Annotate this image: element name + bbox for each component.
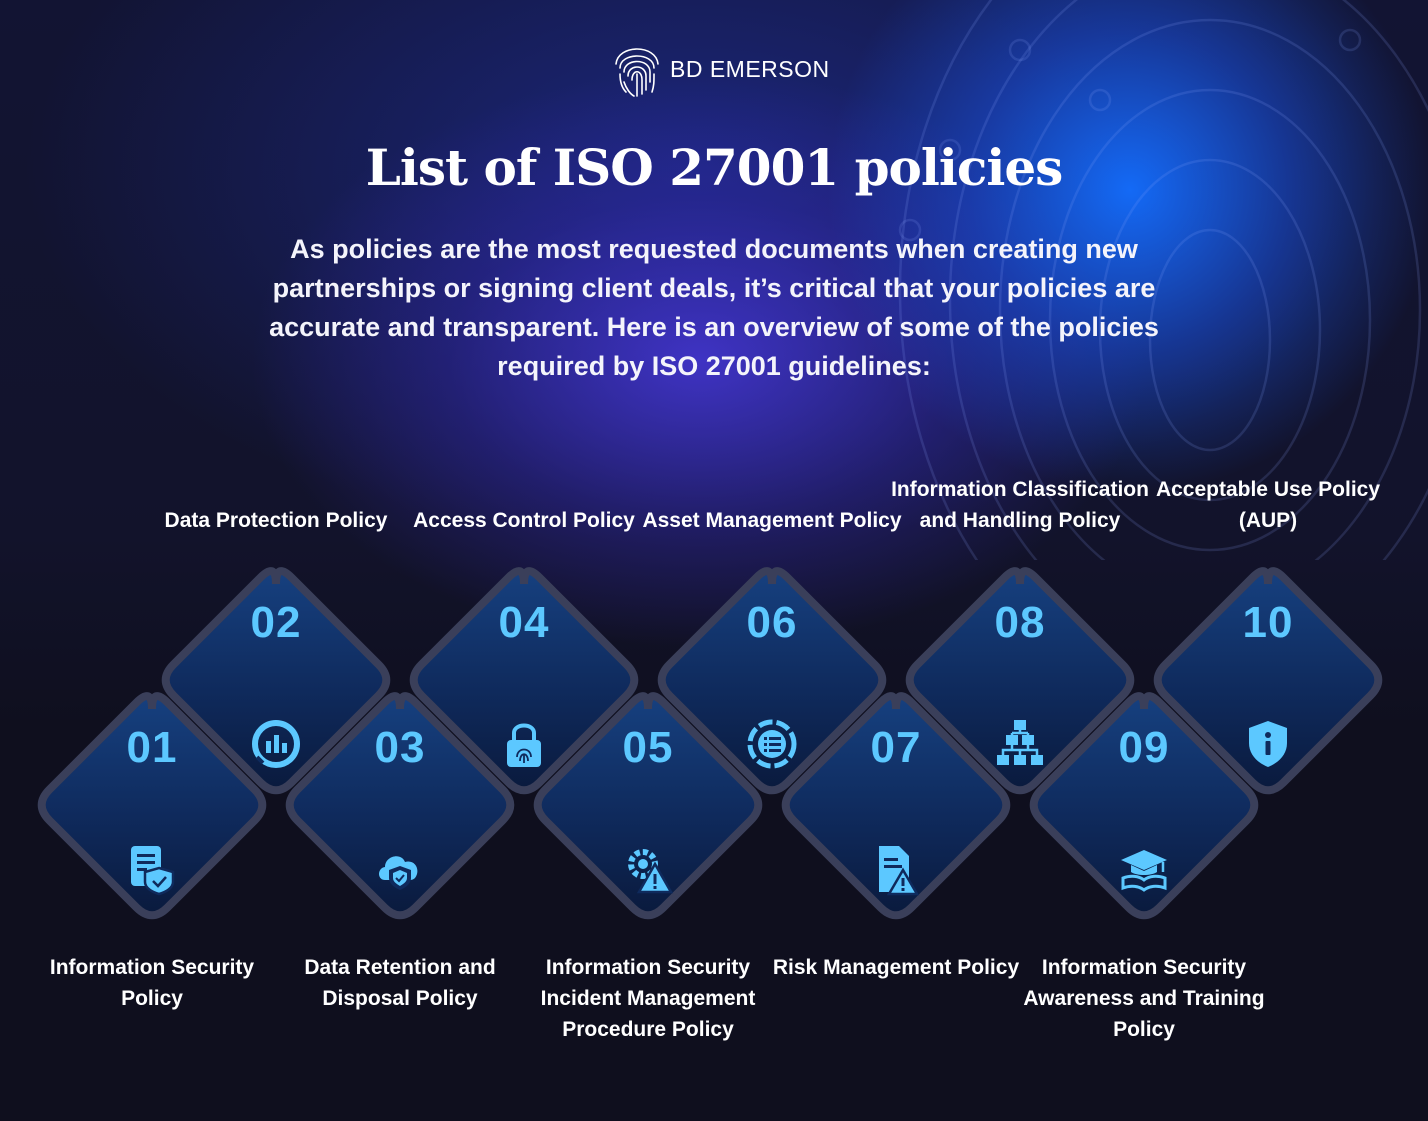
policy-number-05: 05 — [622, 723, 674, 772]
gear-warning-icon — [628, 849, 674, 894]
intro-paragraph: As policies are the most requested docum… — [269, 234, 1159, 381]
policy-number-07: 07 — [870, 723, 922, 772]
policy-label-09: Information Security Awareness and Train… — [1023, 956, 1265, 1041]
shield-info-icon — [1249, 721, 1287, 767]
brand-logo: BD EMERSON — [610, 38, 830, 100]
policy-label-01: Information Security Policy — [49, 956, 255, 1010]
document-warning-icon — [879, 846, 920, 896]
policy-tile-07 — [781, 692, 1011, 920]
chart-gauge-icon — [252, 720, 300, 768]
policy-number-02: 02 — [250, 598, 302, 647]
policy-number-06: 06 — [746, 598, 798, 647]
policy-label-05: Information Security Incident Management… — [540, 956, 756, 1041]
policy-label-04: Access Control Policy — [413, 509, 635, 532]
policy-tile-09 — [1029, 692, 1259, 920]
policy-label-03: Data Retention and Disposal Policy — [304, 956, 496, 1010]
brand-name: BD EMERSON — [670, 55, 830, 82]
fingerprint-lock-icon — [507, 723, 541, 767]
fingerprint-logo-icon — [615, 48, 659, 97]
policy-number-08: 08 — [994, 598, 1046, 647]
policy-number-04: 04 — [498, 598, 550, 647]
list-circle-icon — [747, 719, 797, 769]
policy-number-01: 01 — [126, 723, 178, 772]
policy-tile-03 — [285, 692, 515, 920]
policy-tile-06 — [657, 567, 887, 795]
policy-label-06: Asset Management Policy — [642, 509, 902, 532]
cloud-shield-icon — [379, 856, 418, 890]
policy-tile-05 — [533, 692, 763, 920]
policy-tile-02 — [161, 567, 391, 795]
policy-label-07: Risk Management Policy — [772, 956, 1020, 979]
policy-label-08: Information Classification and Handling … — [891, 478, 1149, 532]
graduation-book-icon — [1121, 850, 1167, 892]
policy-label-02: Data Protection Policy — [164, 509, 388, 532]
document-shield-icon — [131, 846, 175, 896]
policy-tile-10 — [1153, 567, 1383, 795]
policy-tile-04 — [409, 567, 639, 795]
policy-label-10: Acceptable Use Policy (AUP) — [1155, 478, 1381, 532]
policy-number-09: 09 — [1118, 723, 1170, 772]
hierarchy-icon — [997, 720, 1043, 765]
fingerprint-background-icon — [898, 0, 1428, 560]
policy-tile-08 — [905, 567, 1135, 795]
policy-number-10: 10 — [1242, 598, 1294, 647]
page-title: List of ISO 27001 policies — [365, 138, 1064, 197]
policy-number-03: 03 — [374, 723, 426, 772]
policy-tile-01 — [37, 692, 267, 920]
